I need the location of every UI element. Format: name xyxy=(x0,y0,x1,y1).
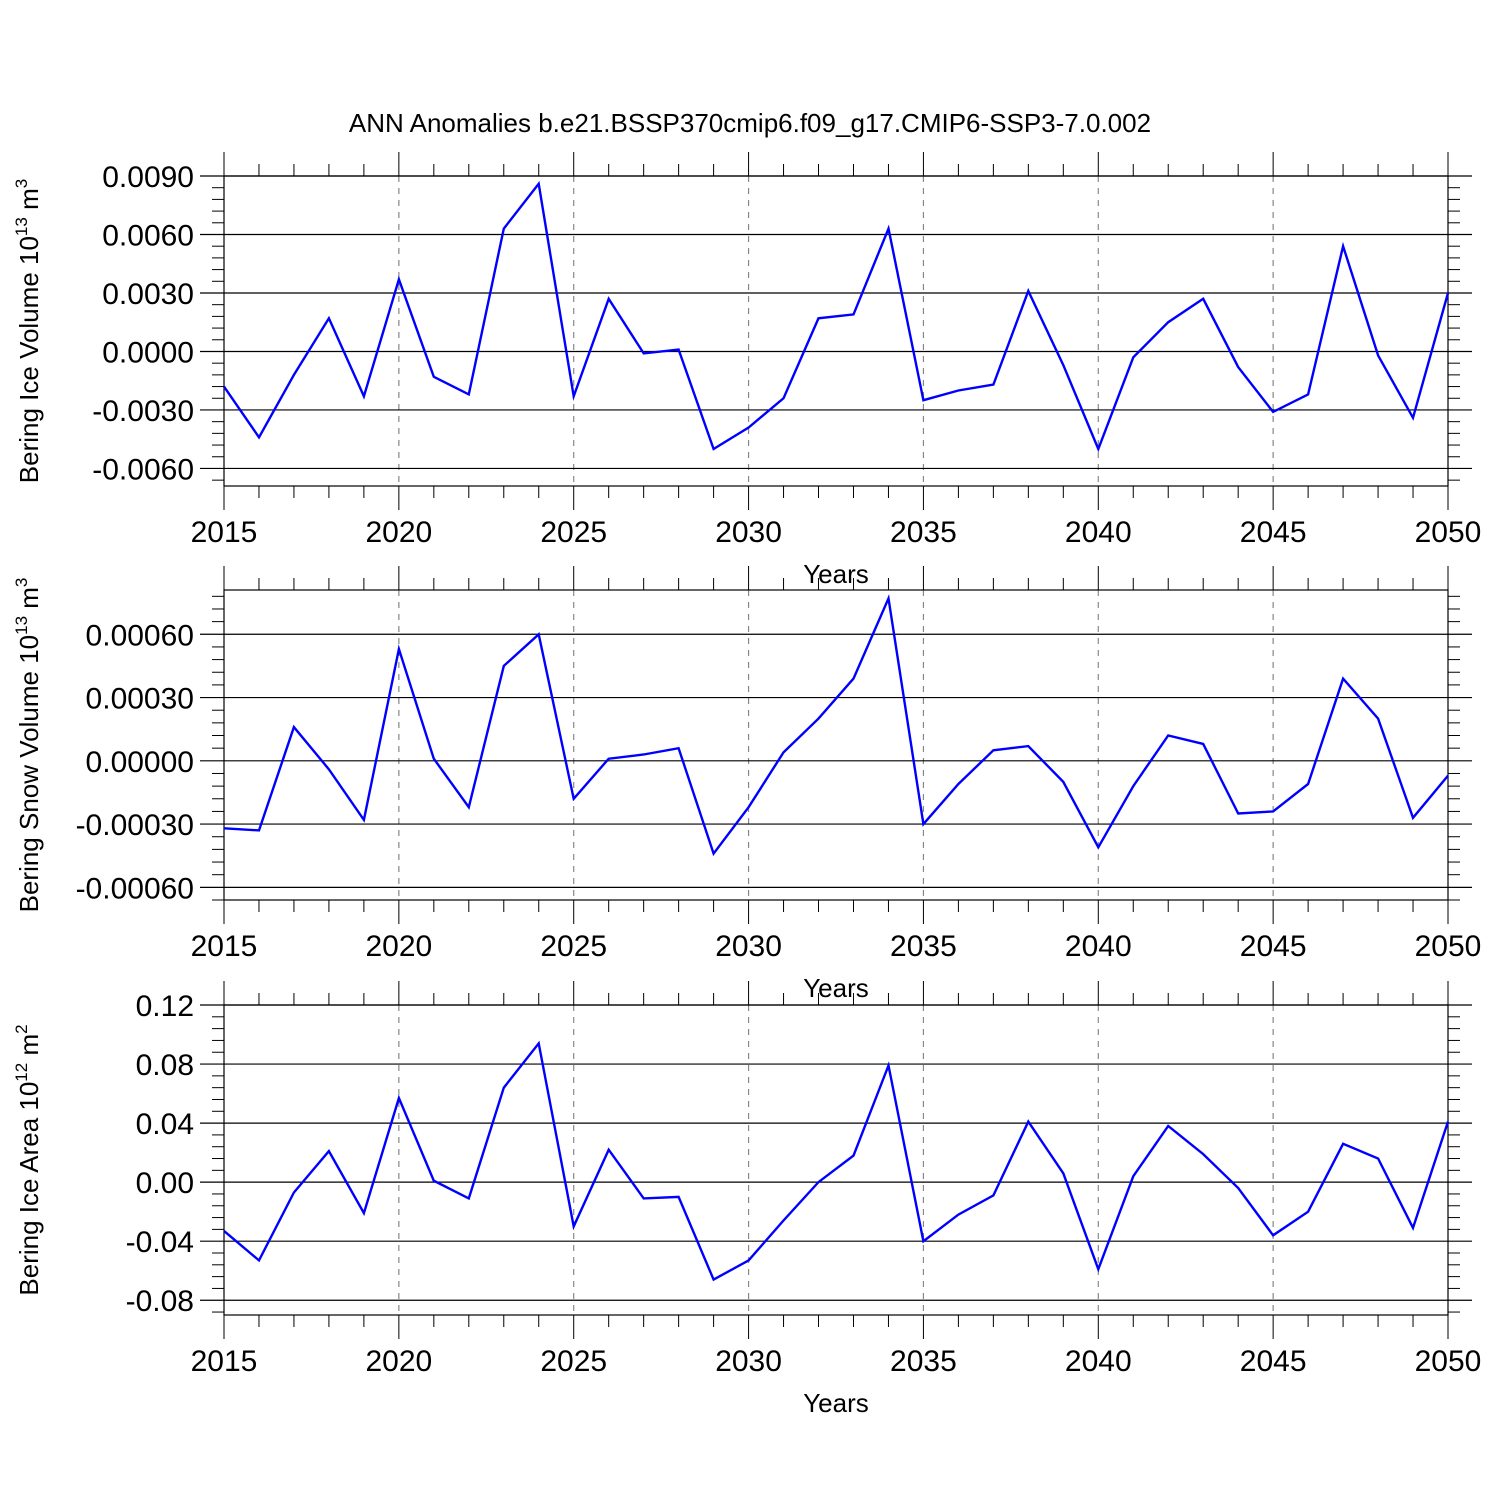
x-tick-label: 2030 xyxy=(715,930,782,963)
panel-3: -0.08 -0.04 0.00 0.04 0.08 0.12 2015 2020 2025 20… xyxy=(12,981,1481,1418)
x-tick-label: 2040 xyxy=(1065,930,1132,963)
y-tick-label: -0.00060 xyxy=(76,872,194,905)
y-axis-label: Bering Ice Volume 1013 m3 xyxy=(12,179,44,483)
x-tick-label: 2050 xyxy=(1415,1345,1482,1378)
x-tick-label: 2040 xyxy=(1065,516,1132,549)
x-tick-label: 2030 xyxy=(715,516,782,549)
y-tick-label: 0.04 xyxy=(136,1108,194,1141)
x-tick-label: 2015 xyxy=(191,930,258,963)
x-tick-label: 2025 xyxy=(540,516,607,549)
y-tick-label: 0.08 xyxy=(136,1049,194,1082)
y-tick-label: 0.00000 xyxy=(86,746,194,779)
x-tick-label: 2045 xyxy=(1240,930,1307,963)
x-axis-label: Years xyxy=(803,973,869,1003)
x-tick-label: 2020 xyxy=(365,516,432,549)
x-axis-label: Years xyxy=(803,559,869,589)
y-axis-label: Bering Ice Area 1012 m2 xyxy=(12,1024,44,1295)
y-tick-label: -0.0030 xyxy=(92,395,194,428)
y-axis-label: Bering Snow Volume 1013 m3 xyxy=(12,578,44,913)
x-tick-label: 2015 xyxy=(191,516,258,549)
x-tick-label: 2020 xyxy=(365,1345,432,1378)
x-tick-label: 2035 xyxy=(890,930,957,963)
y-tick-label: -0.00030 xyxy=(76,809,194,842)
panel-2: -0.00060 -0.00030 0.00000 0.00030 0.00060 201… xyxy=(12,566,1481,1003)
x-axis-label: Years xyxy=(803,1388,869,1418)
y-tick-label: -0.04 xyxy=(126,1226,194,1259)
figure-title: ANN Anomalies b.e21.BSSP370cmip6.f09_g17… xyxy=(349,108,1151,138)
y-tick-label: 0.0090 xyxy=(102,161,194,194)
plot-frame xyxy=(223,1004,1449,1316)
x-tick-label: 2030 xyxy=(715,1345,782,1378)
y-tick-label: 0.0030 xyxy=(102,278,194,311)
x-tick-label: 2025 xyxy=(540,930,607,963)
plot-frame xyxy=(223,589,1449,901)
data-series-line xyxy=(223,180,1450,453)
x-tick-label: 2035 xyxy=(890,1345,957,1378)
x-tick-label: 2015 xyxy=(191,1345,258,1378)
y-tick-label: 0.00060 xyxy=(86,619,194,652)
y-tick-label: 0.00030 xyxy=(86,683,194,716)
y-tick-label: 0.0000 xyxy=(102,336,194,369)
y-tick-label: -0.08 xyxy=(126,1285,194,1318)
x-tick-label: 2045 xyxy=(1240,516,1307,549)
y-tick-label: 0.0060 xyxy=(102,219,194,252)
y-tick-label: -0.0060 xyxy=(92,453,194,486)
x-tick-label: 2020 xyxy=(365,930,432,963)
y-tick-label: 0.00 xyxy=(136,1167,194,1200)
x-tick-label: 2050 xyxy=(1415,930,1482,963)
x-tick-label: 2050 xyxy=(1415,516,1482,549)
x-tick-label: 2045 xyxy=(1240,1345,1307,1378)
panel-1: -0.0060 -0.0030 0.0000 0.0030 0.0060 0.0090 20… xyxy=(12,152,1481,589)
x-tick-label: 2040 xyxy=(1065,1345,1132,1378)
data-series-line xyxy=(223,594,1449,857)
x-tick-label: 2025 xyxy=(540,1345,607,1378)
plot-frame xyxy=(223,175,1449,487)
y-tick-label: 0.12 xyxy=(136,990,194,1023)
data-series-line xyxy=(223,1040,1450,1282)
x-tick-label: 2035 xyxy=(890,516,957,549)
